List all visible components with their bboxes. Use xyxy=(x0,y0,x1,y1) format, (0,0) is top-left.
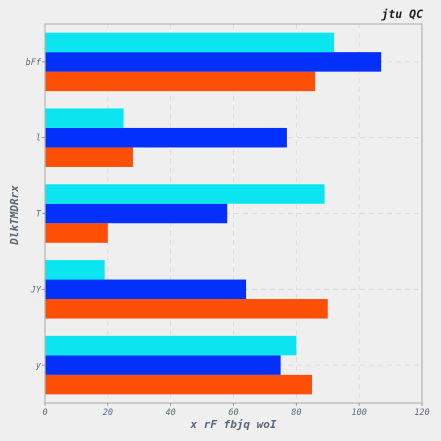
x-ticks: 0 20 40 60 80 100 120 xyxy=(42,403,430,418)
y-axis-label: DlkTMDRrx xyxy=(8,185,21,246)
bar xyxy=(45,71,316,92)
x-tick-label: 40 xyxy=(166,408,176,418)
bars xyxy=(45,32,382,395)
bar xyxy=(45,279,247,300)
x-tick-label: 0 xyxy=(42,408,47,418)
bar xyxy=(45,184,325,204)
bar xyxy=(45,147,133,167)
y-ticks: y JY Tl bFf xyxy=(26,58,45,371)
bar xyxy=(45,299,328,319)
x-tick-label: 60 xyxy=(228,408,238,418)
y-tick-label: JY xyxy=(30,285,42,295)
bar xyxy=(45,108,124,128)
bar xyxy=(45,203,228,224)
bar xyxy=(45,374,313,395)
x-axis-label: x rF fbjq woI xyxy=(189,418,276,431)
x-tick-label: 20 xyxy=(103,408,113,418)
y-tick-label: l xyxy=(36,134,41,144)
y-tick-label: T xyxy=(36,210,42,220)
bar xyxy=(45,355,281,375)
bar xyxy=(45,32,335,53)
y-tick-label: y xyxy=(35,361,42,371)
chart-title: jtu QC xyxy=(380,7,423,21)
x-tick-label: 80 xyxy=(291,408,301,418)
y-tick-label: bFf xyxy=(26,58,42,68)
x-tick-label: 100 xyxy=(351,408,366,418)
x-tick-label: 120 xyxy=(414,408,429,418)
bar xyxy=(45,127,287,148)
bar xyxy=(45,260,105,280)
bar xyxy=(45,335,297,356)
bar xyxy=(45,52,382,72)
bar xyxy=(45,223,108,243)
